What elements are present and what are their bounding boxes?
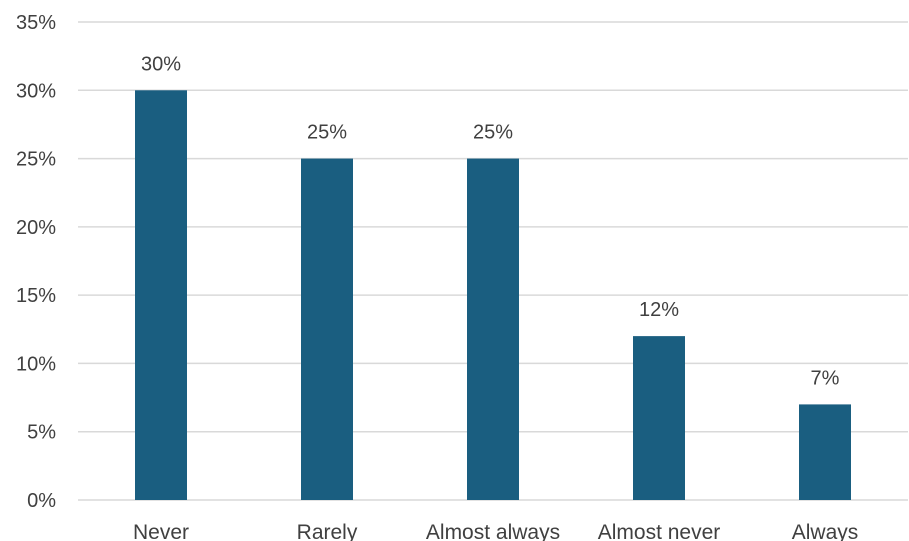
bar (633, 336, 685, 500)
y-tick-label: 15% (16, 285, 56, 307)
bar (799, 404, 851, 500)
data-label: 30% (141, 53, 181, 75)
y-tick-label: 20% (16, 217, 56, 239)
x-tick-label: Almost never (598, 521, 721, 541)
data-label: 7% (811, 367, 840, 389)
y-tick-label: 30% (16, 80, 56, 102)
x-tick-label: Rarely (297, 521, 358, 541)
bar (467, 158, 519, 501)
data-labels: 30% 25% 25% 12% 7% (141, 53, 840, 389)
bar (301, 158, 353, 501)
y-tick-label: 0% (27, 490, 56, 512)
x-tick-label: Always (792, 521, 859, 541)
x-tick-label: Never (133, 521, 189, 541)
bar (135, 90, 187, 501)
y-tick-label: 25% (16, 149, 56, 171)
x-tick-label: Almost always (426, 521, 560, 541)
data-label: 12% (639, 299, 679, 321)
x-axis: Never Rarely Almost always Almost never Alwa… (133, 521, 858, 541)
y-tick-label: 10% (16, 353, 56, 375)
bars (135, 90, 851, 501)
y-tick-label: 35% (16, 12, 56, 34)
data-label: 25% (473, 122, 513, 144)
y-tick-label: 5% (27, 422, 56, 444)
y-axis: 0% 5% 10% 15% 20% 25% 30% 35% (16, 12, 56, 512)
data-label: 25% (307, 122, 347, 144)
